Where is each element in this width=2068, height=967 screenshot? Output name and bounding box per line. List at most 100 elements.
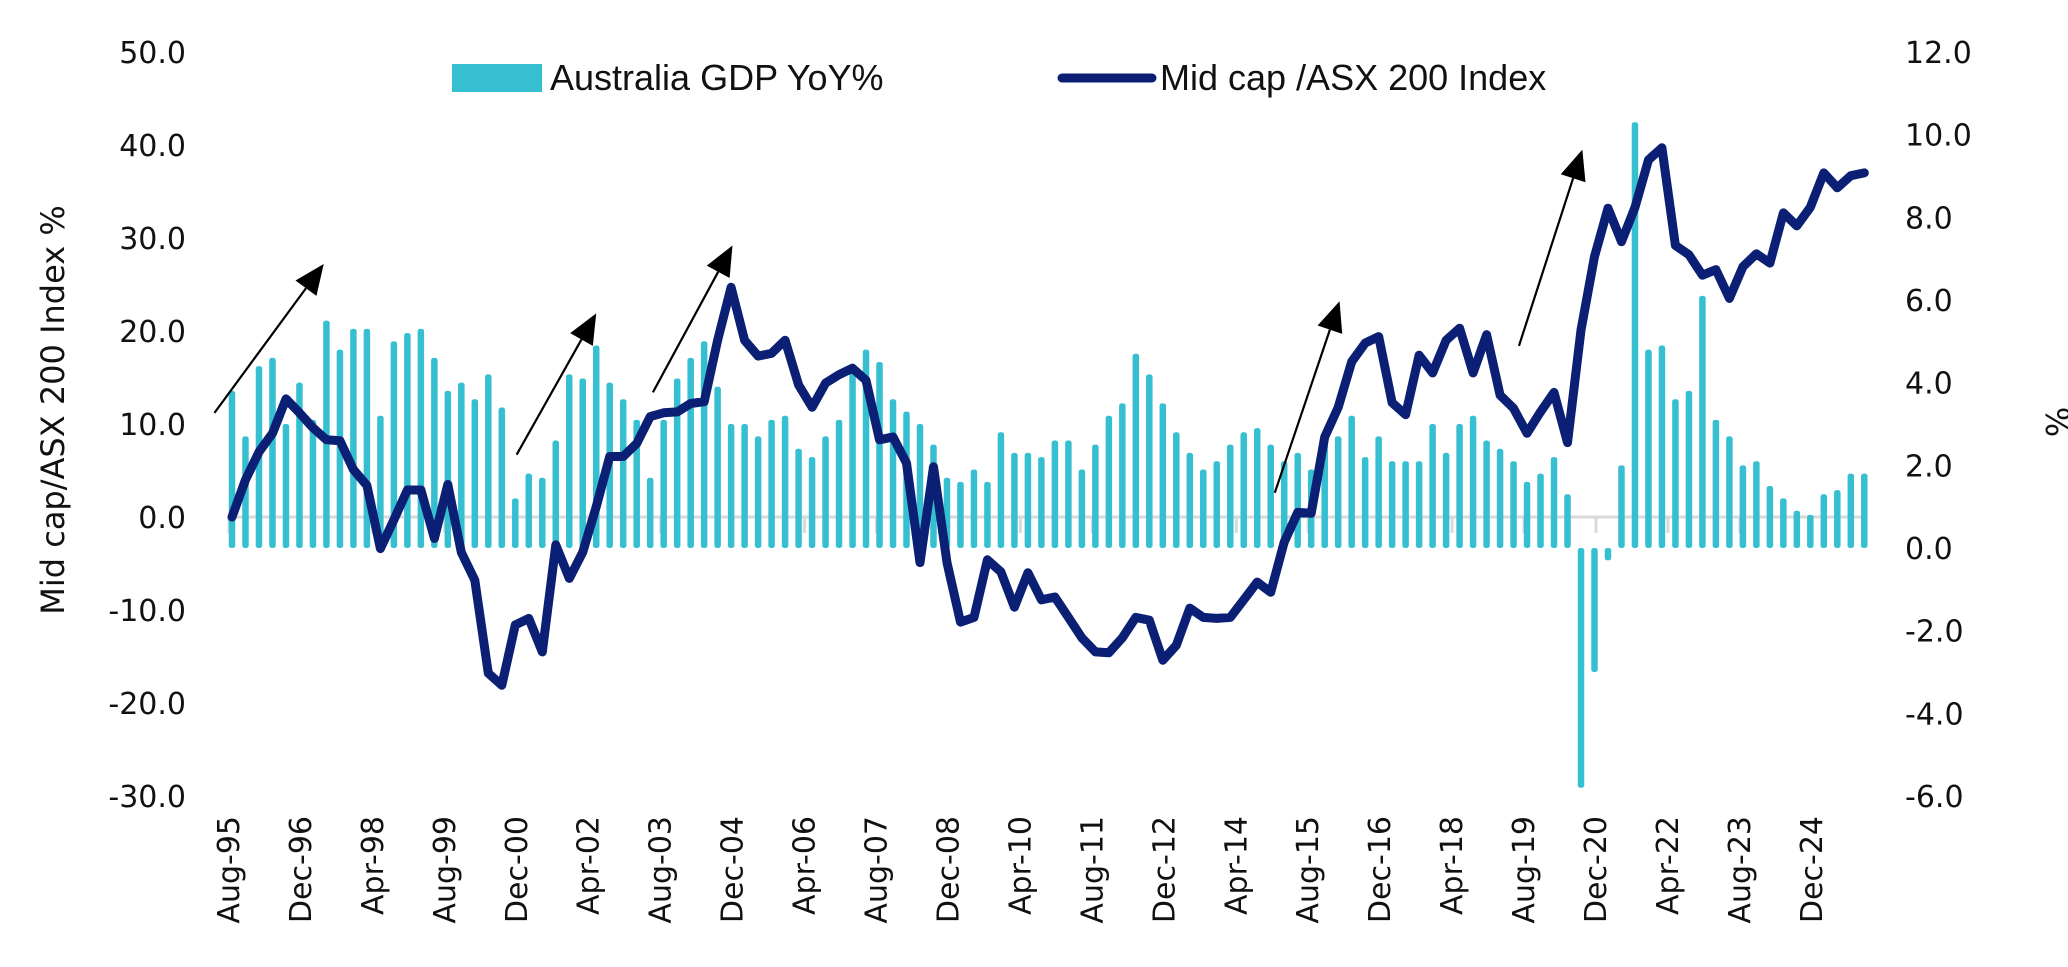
arrow-shaft bbox=[515, 338, 583, 456]
gdp-bar bbox=[1011, 452, 1018, 548]
gdp-bar bbox=[970, 469, 978, 548]
gdp-bar bbox=[768, 419, 775, 548]
gdp-bar bbox=[1038, 457, 1045, 548]
gdp-bar bbox=[498, 407, 506, 548]
gdp-bar bbox=[1510, 461, 1517, 548]
gdp-bar bbox=[1361, 457, 1369, 548]
gdp-bar bbox=[1186, 452, 1194, 548]
right-axis-ticks: 12.0 10.0 8.0 6.0 4.0 2.0 0.0 -2.0 -4.0 -6.0 bbox=[1905, 36, 1972, 815]
gdp-bar bbox=[1200, 469, 1207, 548]
gdp-bar bbox=[1159, 403, 1167, 548]
gdp-bar bbox=[889, 399, 897, 548]
gdp-bar bbox=[1240, 432, 1247, 548]
gdp-bar bbox=[984, 481, 991, 548]
gdp-bar bbox=[1807, 514, 1814, 548]
gdp-bar bbox=[1739, 465, 1747, 548]
gdp-bar bbox=[1456, 424, 1463, 548]
left-axis-title: Mid cap/ASX 200 Index % bbox=[34, 205, 72, 615]
gdp-bar bbox=[296, 382, 303, 548]
gdp-bar bbox=[754, 436, 762, 548]
gdp-bar bbox=[431, 357, 438, 548]
gdp-bar bbox=[1699, 295, 1706, 548]
gdp-bar bbox=[1415, 461, 1423, 548]
right-tick-label: 4.0 bbox=[1905, 367, 1953, 402]
gdp-bar bbox=[727, 424, 735, 548]
gdp-bar bbox=[1213, 461, 1221, 548]
right-tick-label: 0.0 bbox=[1905, 532, 1953, 567]
gdp-bar bbox=[485, 374, 492, 548]
gdp-bar bbox=[1267, 444, 1274, 548]
gdp-bar bbox=[1294, 452, 1301, 548]
gdp-bar bbox=[1092, 444, 1099, 548]
right-tick-label: 8.0 bbox=[1905, 201, 1953, 236]
gdp-bar bbox=[646, 477, 654, 548]
left-tick-label: -20.0 bbox=[108, 687, 186, 722]
gdp-bar bbox=[997, 432, 1005, 548]
x-tick-label: Aug-11 bbox=[1075, 816, 1110, 924]
gdp-bar bbox=[1672, 399, 1679, 548]
gdp-bar bbox=[1429, 424, 1436, 548]
gdp-bar bbox=[1348, 415, 1355, 548]
gdp-bar bbox=[228, 390, 236, 548]
x-tick-label: Dec-24 bbox=[1795, 816, 1830, 923]
gdp-bar bbox=[309, 419, 317, 548]
left-tick-label: 30.0 bbox=[119, 222, 186, 257]
x-tick-label: Dec-96 bbox=[284, 816, 319, 923]
x-tick-label: Apr-06 bbox=[788, 816, 823, 915]
x-tick-label: Apr-18 bbox=[1435, 816, 1470, 915]
right-axis-title: % bbox=[2038, 407, 2068, 437]
gdp-bar bbox=[957, 481, 964, 548]
gdp-bar bbox=[566, 374, 573, 548]
gdp-bar bbox=[714, 386, 721, 548]
gdp-bar bbox=[795, 448, 802, 548]
left-axis-ticks: 50.0 40.0 30.0 20.0 10.0 0.0 -10.0 -20.0 -30.0 bbox=[108, 36, 186, 815]
x-tick-label: Aug-03 bbox=[644, 816, 679, 924]
gdp-bar bbox=[1847, 473, 1855, 548]
gdp-bar bbox=[1861, 473, 1868, 548]
gdp-bar bbox=[1834, 490, 1841, 548]
gdp-bar bbox=[1253, 428, 1261, 548]
gdp-bar bbox=[579, 378, 586, 548]
gdp-bar bbox=[444, 390, 452, 548]
legend-swatch-gdp bbox=[452, 64, 542, 92]
left-tick-label: -10.0 bbox=[108, 594, 186, 629]
gdp-bar bbox=[1146, 374, 1153, 548]
left-tick-label: 0.0 bbox=[138, 501, 186, 536]
gdp-bar bbox=[1496, 448, 1504, 548]
arrow-shaft bbox=[651, 271, 720, 393]
right-tick-label: -6.0 bbox=[1905, 780, 1964, 815]
x-tick-label: Apr-14 bbox=[1219, 816, 1254, 915]
index-line bbox=[227, 143, 1869, 690]
left-tick-label: -30.0 bbox=[108, 780, 186, 815]
x-tick-label: Apr-22 bbox=[1651, 816, 1686, 915]
right-tick-label: -4.0 bbox=[1905, 697, 1964, 732]
arrow-shaft bbox=[1273, 329, 1331, 494]
arrow-head-icon bbox=[570, 313, 597, 346]
arrow-head-icon bbox=[295, 264, 324, 296]
gdp-bar bbox=[1442, 452, 1450, 548]
gdp-bar bbox=[876, 362, 883, 548]
gdp-bar bbox=[1051, 440, 1059, 548]
gdp-bar bbox=[1334, 436, 1342, 548]
gdp-bar bbox=[1564, 494, 1571, 548]
legend-label-gdp: Australia GDP YoY% bbox=[550, 57, 884, 98]
gdp-bar bbox=[1024, 452, 1032, 548]
gdp-bar bbox=[1469, 415, 1477, 548]
arrow-shaft bbox=[213, 287, 307, 414]
gdp-bar bbox=[1132, 353, 1140, 548]
right-tick-label: 2.0 bbox=[1905, 449, 1953, 484]
trend-arrow bbox=[213, 264, 324, 414]
gdp-bar bbox=[673, 378, 681, 548]
arrow-head-icon bbox=[1560, 149, 1586, 183]
arrow-head-icon bbox=[1317, 301, 1343, 334]
gdp-bar bbox=[390, 341, 398, 548]
x-axis-ticks: Aug-95 Dec-96 Apr-98 Aug-99 Dec-00 Apr-02 Aug-… bbox=[212, 816, 1830, 924]
gdp-bar bbox=[1065, 440, 1072, 548]
gdp-bar bbox=[1375, 436, 1382, 548]
right-tick-label: 10.0 bbox=[1905, 119, 1972, 154]
gdp-bar bbox=[687, 357, 694, 548]
gdp-bar bbox=[1753, 461, 1760, 548]
gdp-bar bbox=[350, 328, 357, 548]
gdp-bar bbox=[552, 440, 560, 548]
